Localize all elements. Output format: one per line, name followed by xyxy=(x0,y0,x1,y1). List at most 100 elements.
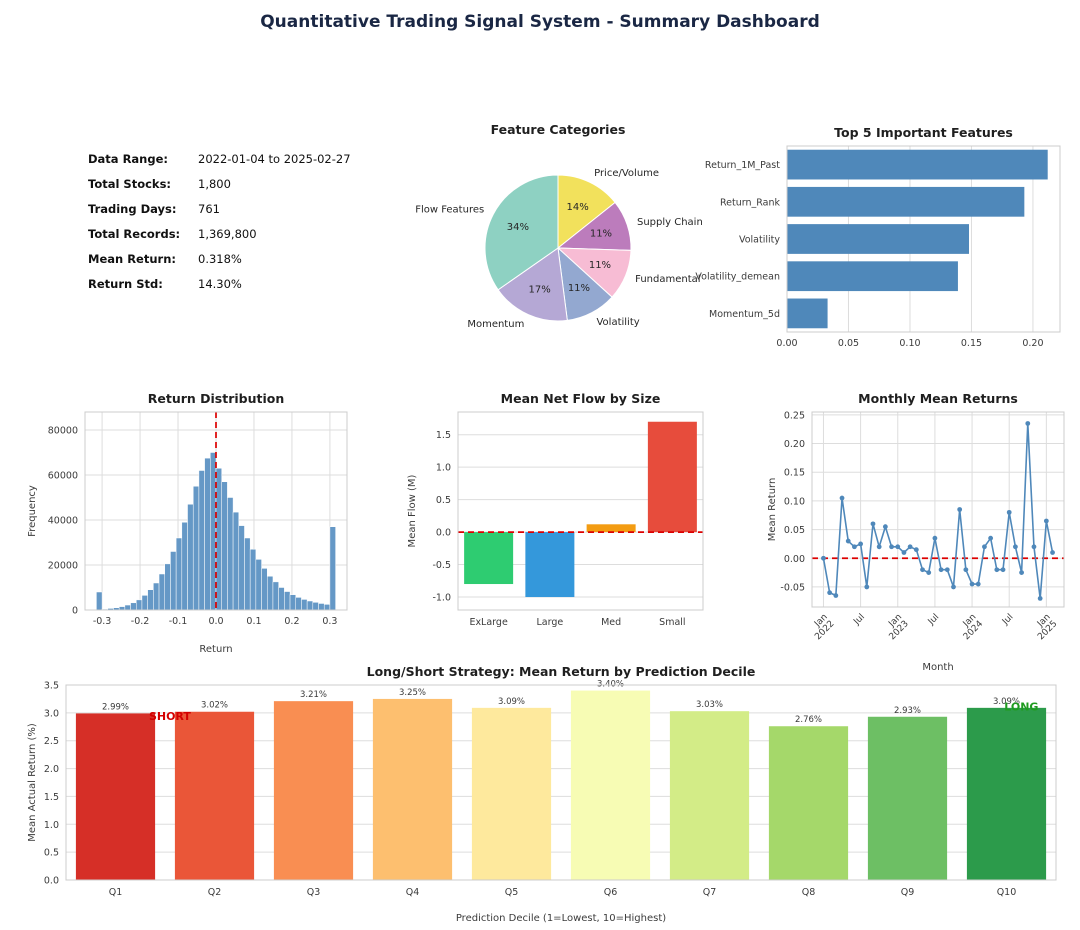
svg-text:0.0: 0.0 xyxy=(44,876,59,887)
svg-text:SHORT: SHORT xyxy=(149,710,191,723)
svg-text:3.21%: 3.21% xyxy=(300,690,327,700)
svg-text:Long/Short Strategy: Mean Retu: Long/Short Strategy: Mean Return by Pred… xyxy=(367,664,756,679)
svg-text:0.00: 0.00 xyxy=(776,338,797,349)
svg-text:Monthly Mean Returns: Monthly Mean Returns xyxy=(858,391,1018,406)
mean-net-flow-bar-chart: ExLarge Large Med Small -1.0 -0.5 0.0 0.5 1.0 1.5… xyxy=(402,385,717,657)
svg-text:Volatility: Volatility xyxy=(739,235,780,246)
svg-text:Mean Flow (M): Mean Flow (M) xyxy=(407,474,418,547)
stat-value: 1,369,800 xyxy=(198,227,257,241)
svg-text:Jul: Jul xyxy=(1000,612,1015,627)
svg-text:Q1: Q1 xyxy=(109,887,123,898)
svg-text:1.5: 1.5 xyxy=(44,792,59,803)
svg-text:3.09%: 3.09% xyxy=(498,697,525,707)
dashboard-title: Quantitative Trading Signal System - Sum… xyxy=(260,12,820,32)
svg-text:Jul: Jul xyxy=(852,612,867,627)
svg-text:1.5: 1.5 xyxy=(436,430,451,441)
svg-text:0.10: 0.10 xyxy=(784,496,805,507)
svg-text:-0.3: -0.3 xyxy=(93,616,112,627)
svg-text:3.5: 3.5 xyxy=(44,681,59,692)
svg-text:-0.2: -0.2 xyxy=(131,616,150,627)
stat-label: Total Stocks: xyxy=(88,177,172,191)
svg-text:Small: Small xyxy=(659,617,685,628)
svg-text:60000: 60000 xyxy=(48,471,78,482)
svg-text:-0.05: -0.05 xyxy=(780,582,805,593)
stat-row: Total Records: 1,369,800 xyxy=(88,227,351,241)
svg-text:Return Distribution: Return Distribution xyxy=(148,391,285,406)
stat-value: 761 xyxy=(198,202,220,216)
svg-text:2.99%: 2.99% xyxy=(102,702,129,712)
return-distribution-histogram: -0.3 -0.2 -0.1 0.0 0.1 0.2 0.3 0 20000 40000 60000… xyxy=(22,385,357,657)
svg-text:Momentum: Momentum xyxy=(467,319,524,330)
svg-text:3.0: 3.0 xyxy=(44,708,59,719)
stat-row: Mean Return: 0.318% xyxy=(88,252,351,266)
svg-text:0: 0 xyxy=(72,606,78,617)
svg-text:Return: Return xyxy=(199,644,232,655)
svg-text:Q10: Q10 xyxy=(997,887,1017,898)
svg-text:11%: 11% xyxy=(590,229,612,240)
stat-row: Trading Days: 761 xyxy=(88,202,351,216)
svg-text:Jul: Jul xyxy=(926,612,941,627)
svg-text:0.0: 0.0 xyxy=(208,616,223,627)
feature-categories-pie-chart: Feature Categories 14% Price/Volume 11% Supp… xyxy=(408,112,716,360)
svg-text:Med: Med xyxy=(601,617,621,628)
svg-text:1.0: 1.0 xyxy=(436,463,451,474)
svg-text:0.25: 0.25 xyxy=(784,410,805,421)
svg-text:-0.1: -0.1 xyxy=(169,616,188,627)
stat-row: Total Stocks: 1,800 xyxy=(88,177,351,191)
svg-text:2.93%: 2.93% xyxy=(894,706,921,716)
svg-text:Mean Actual Return (%): Mean Actual Return (%) xyxy=(27,723,38,842)
svg-text:Flow Features: Flow Features xyxy=(415,205,484,216)
svg-text:Q4: Q4 xyxy=(406,887,420,898)
svg-text:ExLarge: ExLarge xyxy=(469,617,508,628)
svg-text:Prediction Decile (1=Lowest, 1: Prediction Decile (1=Lowest, 10=Highest) xyxy=(456,913,666,924)
svg-text:3.25%: 3.25% xyxy=(399,688,426,698)
svg-text:0.1: 0.1 xyxy=(246,616,261,627)
svg-text:Supply Chain: Supply Chain xyxy=(637,217,703,228)
svg-text:Volatility_demean: Volatility_demean xyxy=(695,272,780,283)
svg-text:Q7: Q7 xyxy=(703,887,717,898)
svg-text:0.05: 0.05 xyxy=(784,525,805,536)
svg-text:LONG: LONG xyxy=(1004,700,1038,713)
svg-text:20000: 20000 xyxy=(48,561,78,572)
stat-label: Trading Days: xyxy=(88,202,177,216)
svg-text:40000: 40000 xyxy=(48,516,78,527)
svg-text:0.10: 0.10 xyxy=(899,338,920,349)
svg-text:Feature Categories: Feature Categories xyxy=(491,122,626,137)
svg-text:0.2: 0.2 xyxy=(284,616,299,627)
svg-text:3.03%: 3.03% xyxy=(696,700,723,710)
stat-value: 2022-01-04 to 2025-02-27 xyxy=(198,152,351,166)
svg-text:Return_Rank: Return_Rank xyxy=(720,197,781,208)
svg-text:Frequency: Frequency xyxy=(27,485,38,537)
svg-text:Large: Large xyxy=(537,617,564,628)
svg-text:80000: 80000 xyxy=(48,426,78,437)
svg-text:0.5: 0.5 xyxy=(436,495,451,506)
svg-text:0.15: 0.15 xyxy=(961,338,982,349)
svg-text:Q9: Q9 xyxy=(901,887,915,898)
top-features-bar-chart: Return_1M_Past Return_Rank Volatility Volat… xyxy=(652,112,1070,360)
svg-text:Mean Return: Mean Return xyxy=(767,478,778,542)
stat-row: Data Range: 2022-01-04 to 2025-02-27 xyxy=(88,152,351,166)
svg-text:-1.0: -1.0 xyxy=(432,593,451,604)
svg-text:Return_1M_Past: Return_1M_Past xyxy=(705,160,780,171)
svg-text:0.3: 0.3 xyxy=(322,616,337,627)
svg-text:Q5: Q5 xyxy=(505,887,519,898)
stat-value: 1,800 xyxy=(198,177,231,191)
svg-text:Month: Month xyxy=(922,662,953,673)
svg-text:0.0: 0.0 xyxy=(436,528,451,539)
stat-value: 0.318% xyxy=(198,252,242,266)
stat-label: Data Range: xyxy=(88,152,169,166)
monthly-mean-returns-line-chart: Jan 2022 Jul Jan 2023 Jul Jan 2024 Jul Jan 2025 -0.… xyxy=(762,385,1074,675)
svg-text:34%: 34% xyxy=(507,222,529,233)
summary-stats-panel: Data Range: 2022-01-04 to 2025-02-27 Total… xyxy=(88,152,351,302)
svg-text:0.20: 0.20 xyxy=(784,439,805,450)
decile-returns-bar-chart: 2.99% 3.02% 3.21% 3.25% 3.09% 3.40% 3.03% 2.76%… xyxy=(22,658,1068,926)
svg-text:2.5: 2.5 xyxy=(44,736,59,747)
svg-text:-0.5: -0.5 xyxy=(432,560,451,571)
svg-text:Mean Net Flow by Size: Mean Net Flow by Size xyxy=(501,391,661,406)
svg-text:3.02%: 3.02% xyxy=(201,701,228,711)
svg-text:Q6: Q6 xyxy=(604,887,618,898)
svg-text:0.05: 0.05 xyxy=(838,338,859,349)
svg-text:Volatility: Volatility xyxy=(596,317,639,328)
svg-text:2.76%: 2.76% xyxy=(795,715,822,725)
